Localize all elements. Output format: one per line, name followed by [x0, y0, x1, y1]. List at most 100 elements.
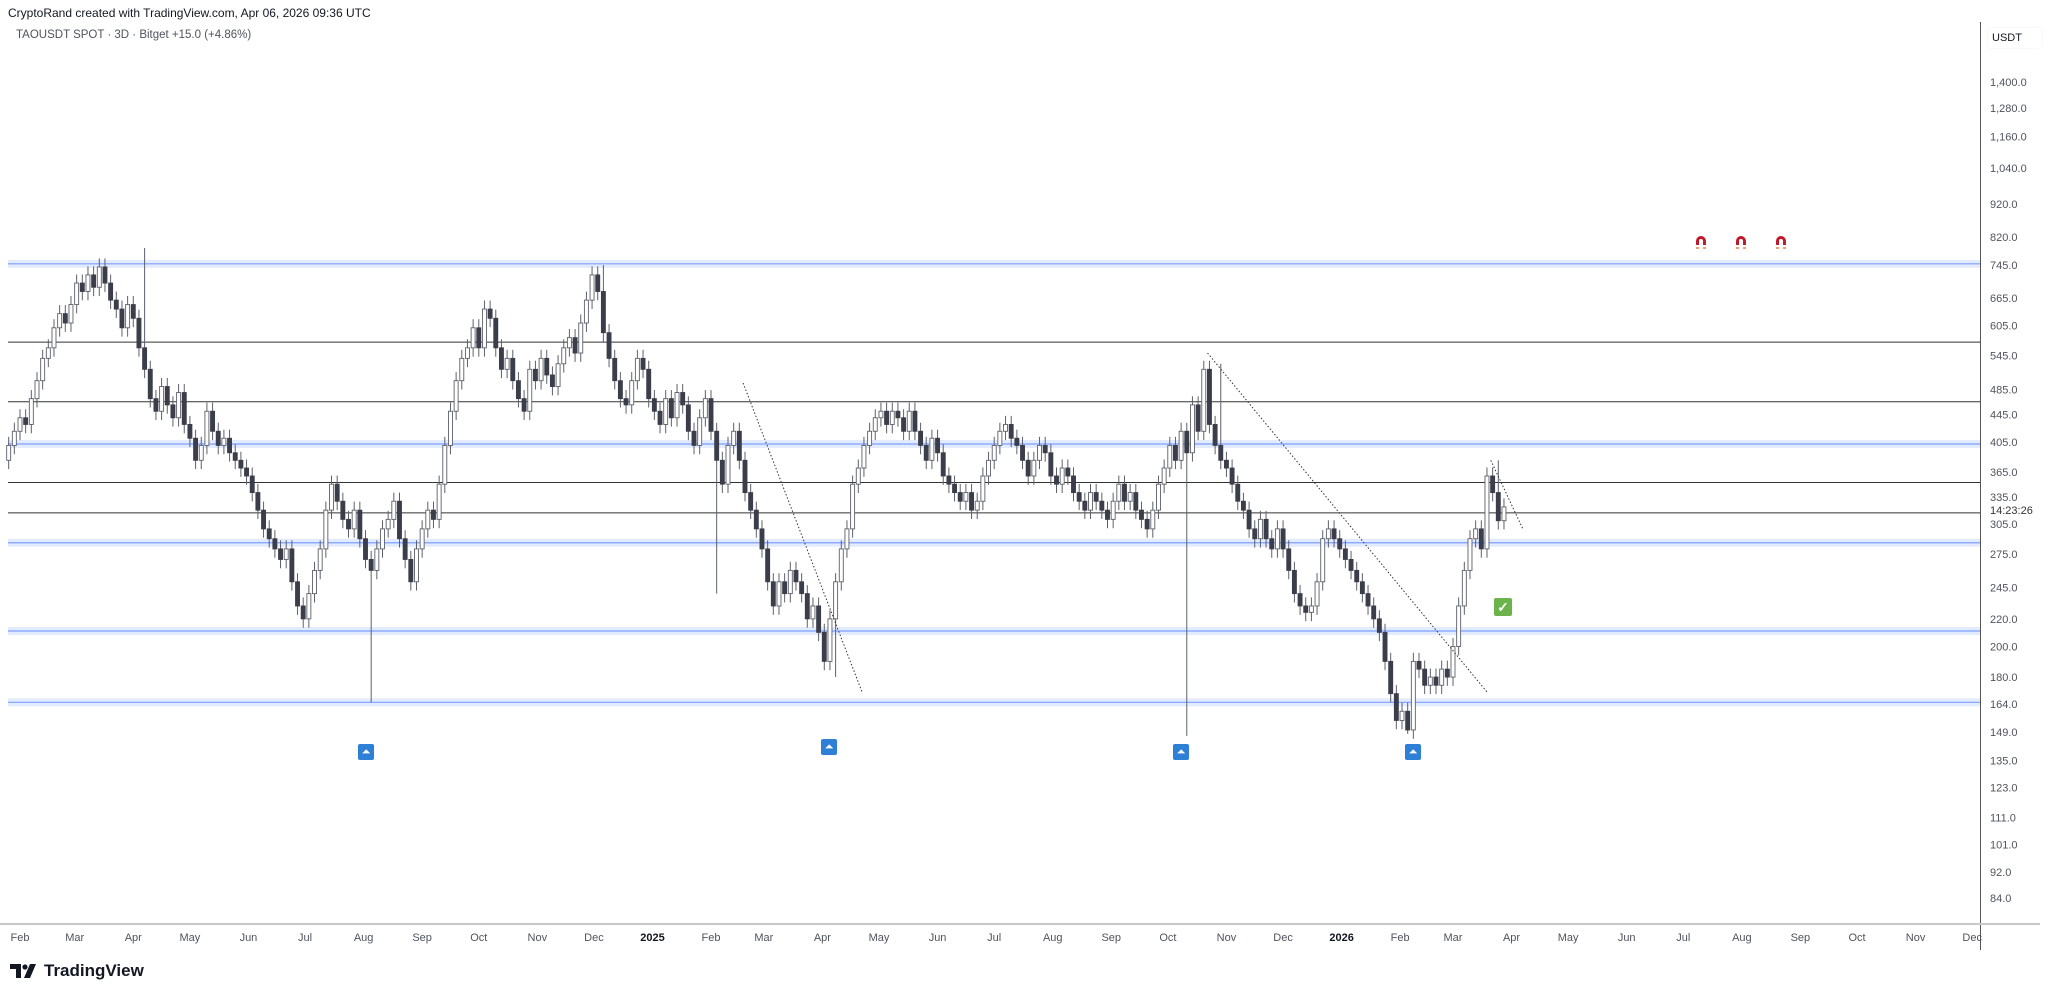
price-axis[interactable]: 1,400.0 1,280.0 1,160.0 1,040.0 920.0 820.0 74…	[1990, 77, 2027, 905]
candle	[572, 329, 578, 362]
candle	[782, 573, 788, 603]
currency-unit[interactable]: USDT	[1988, 28, 2042, 48]
candle-body-bull	[1320, 538, 1326, 583]
candle	[1263, 510, 1269, 548]
candle	[96, 258, 102, 297]
candle-body-bear	[266, 528, 272, 540]
price-tick-label: 305.0	[1990, 519, 2018, 531]
time-tick-label: 2026	[1329, 932, 1353, 944]
candle	[742, 451, 748, 502]
candle-body-bear	[255, 492, 261, 511]
candle	[91, 266, 97, 297]
candle	[74, 274, 80, 314]
candle	[1206, 360, 1212, 434]
candle	[351, 501, 357, 538]
candle	[770, 573, 776, 615]
horizontal-levels	[8, 259, 1980, 707]
candle-body-bear	[1014, 437, 1020, 446]
candle	[1461, 561, 1467, 615]
up-arrow-icon[interactable]: ⏶	[821, 739, 837, 755]
candle-body-bear	[227, 437, 233, 454]
tradingview-logo-icon	[10, 964, 36, 978]
candle	[408, 550, 414, 591]
candle-body-bear	[595, 274, 601, 292]
candle-body-bull	[827, 618, 833, 662]
candle	[255, 483, 261, 519]
candle	[538, 349, 544, 390]
symbol-legend[interactable]: TAOUSDT SPOT · 3D · Bitget +15.0 (+4.86%…	[16, 29, 252, 41]
candle-body-bull	[51, 327, 57, 349]
candle-body-bull	[11, 430, 17, 446]
candle-body-bear	[1139, 509, 1144, 520]
candle-body-bear	[1173, 444, 1178, 461]
candle	[136, 309, 142, 357]
candle-body-bull	[697, 417, 703, 446]
candle-body-bear	[113, 299, 119, 310]
candle-body-bull	[1410, 660, 1416, 731]
candle-body-bull	[1439, 668, 1445, 686]
candle	[1195, 396, 1201, 441]
candle-body-bull	[385, 518, 391, 530]
time-tick-label: Feb	[11, 932, 30, 944]
candle	[1337, 530, 1343, 558]
candle	[1048, 444, 1054, 485]
up-arrow-icon[interactable]: ⏶	[358, 744, 374, 760]
candle	[555, 355, 561, 396]
candle	[1280, 520, 1286, 558]
candle-body-bear	[402, 538, 408, 560]
candle	[561, 339, 567, 373]
candle	[589, 266, 595, 309]
candle	[810, 597, 816, 628]
time-axis[interactable]: Feb Mar Apr May Jun Jul Aug Sep Oct Nov Dec 2025 Feb…	[11, 932, 1983, 944]
candle-body-bear	[759, 528, 765, 550]
up-arrow-icon[interactable]: ⏶	[1405, 744, 1421, 760]
candle-body-bear	[1099, 500, 1105, 511]
candle-body-bull	[555, 363, 561, 387]
magnet-icon[interactable]	[1774, 234, 1788, 250]
candle	[634, 349, 640, 390]
candle-body-bull	[1274, 528, 1280, 550]
candle-body-bear	[1269, 538, 1275, 550]
price-tick-label: 820.0	[1990, 232, 2018, 244]
candle	[340, 492, 346, 529]
magnet-icon[interactable]	[1734, 234, 1748, 250]
candle	[1314, 573, 1320, 615]
time-tick-label: Feb	[1391, 932, 1410, 944]
candle-body-bear	[1195, 404, 1201, 432]
candle	[414, 540, 419, 591]
candle	[1467, 530, 1473, 580]
candle	[261, 501, 267, 538]
candle	[1354, 561, 1360, 591]
candle-body-bull	[459, 357, 465, 382]
candle	[1291, 561, 1297, 603]
candle	[606, 324, 612, 368]
price-tick-label: 220.0	[1990, 614, 2018, 626]
candle-body-bull	[997, 430, 1003, 446]
candle-body-bull	[561, 347, 567, 365]
candle	[753, 501, 759, 538]
candle	[1178, 422, 1184, 470]
candle-body-bear	[244, 467, 250, 477]
candle	[946, 467, 952, 493]
candle-body-bear	[600, 291, 606, 334]
candle	[329, 475, 334, 519]
candle-body-bull	[204, 410, 210, 446]
candle-body-bull	[833, 581, 839, 620]
up-arrow-icon[interactable]: ⏶	[1173, 744, 1189, 760]
candle	[855, 459, 861, 493]
candle-body-bear	[1382, 631, 1388, 662]
candle-body-bear	[1252, 528, 1258, 540]
tradingview-logo[interactable]: TradingView	[10, 961, 144, 981]
candle-body-bear	[1388, 660, 1394, 695]
candle	[385, 510, 391, 538]
candle-body-bear	[232, 452, 238, 461]
candle-body-bear	[748, 492, 754, 511]
candle-body-bull	[306, 593, 312, 620]
candle	[1257, 510, 1263, 548]
magnet-icon[interactable]	[1694, 234, 1708, 250]
candle-body-bear	[1348, 558, 1354, 571]
candle	[1240, 492, 1246, 519]
check-icon[interactable]: ✓	[1494, 598, 1512, 616]
candle	[1184, 422, 1190, 736]
